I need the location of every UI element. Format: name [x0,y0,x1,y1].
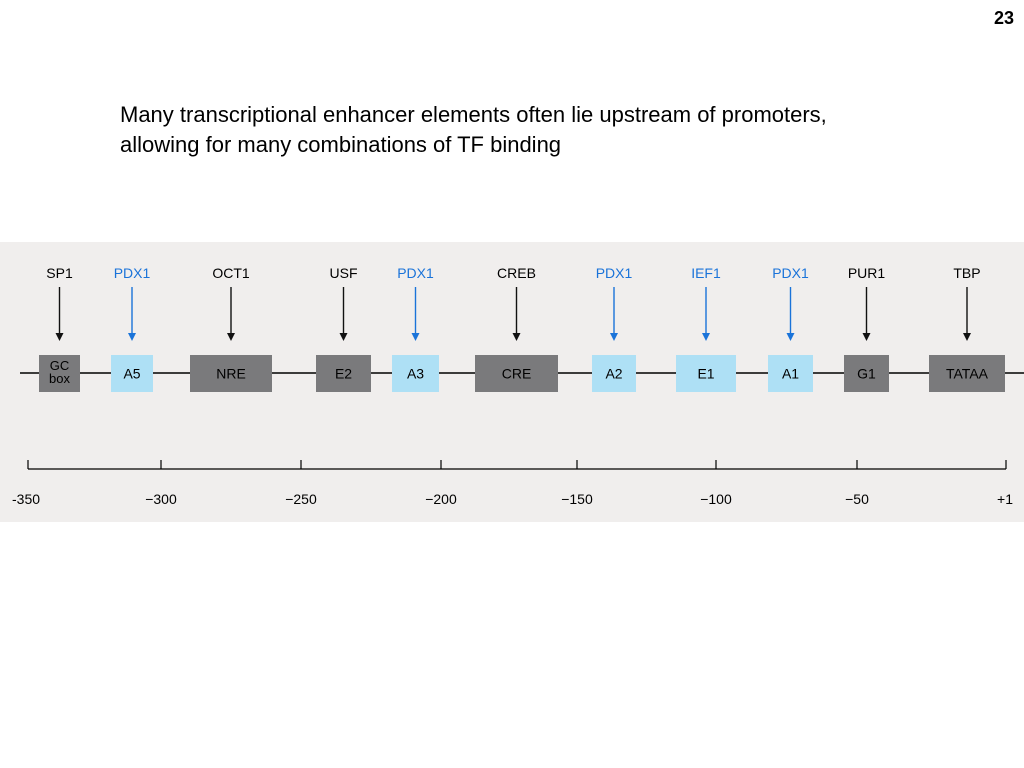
element-label: A1 [782,366,799,382]
factor-label: PDX1 [397,265,434,281]
factor-label: OCT1 [212,265,250,281]
slide-caption: Many transcriptional enhancer elements o… [120,100,970,160]
binding-site-5: CREB CRE [475,265,558,392]
element-label: A5 [123,366,140,382]
slide-number: 23 [993,8,1014,28]
factor-label: CREB [497,265,536,281]
binding-site-2: OCT1 NRE [190,265,272,392]
arrow-head [786,333,795,341]
scale-tick-label: +1 [997,491,1013,507]
arrow-head [610,333,618,341]
factor-label: TBP [953,265,980,281]
factor-label: PDX1 [114,265,151,281]
scale-tick-label: -350 [12,491,40,507]
element-label: E2 [335,366,352,382]
arrow-head [411,333,420,341]
arrow-head [702,333,710,341]
element-label: box [49,371,70,386]
factor-label: SP1 [46,265,73,281]
binding-site-9: PUR1 G1 [844,265,889,392]
binding-site-10: TBP TATAA [929,265,1005,392]
element-box [392,355,439,392]
binding-site-6: PDX1 A2 [592,265,636,392]
arrow-head [963,333,971,341]
element-label: E1 [697,366,714,382]
arrow-head [227,333,235,341]
arrow-head [55,333,64,341]
scale-tick-label: −250 [285,491,317,507]
element-box [592,355,636,392]
scale-tick-label: −150 [561,491,593,507]
element-label: G1 [857,366,876,382]
binding-site-3: USF E2 [316,265,371,392]
scale-tick-label: −300 [145,491,177,507]
factor-label: PDX1 [596,265,633,281]
factor-label: PUR1 [848,265,886,281]
scale-tick-label: −200 [425,491,457,507]
promoter-diagram: SP1 GC box PDX1 A5 OCT1 NRE USF E2 PDX1 A3 CREB CRE P… [0,242,1024,522]
element-box [39,355,80,392]
element-box [190,355,272,392]
binding-site-7: IEF1 E1 [676,265,736,392]
element-box [316,355,371,392]
arrow-head [339,333,348,341]
caption-line-2: allowing for many combinations of TF bin… [120,132,562,157]
scale-tick-label: −50 [845,491,869,507]
element-label: A3 [407,366,424,382]
binding-site-8: PDX1 A1 [768,265,813,392]
arrow-head [512,333,521,341]
element-label: A2 [605,366,622,382]
element-box [676,355,736,392]
factor-label: PDX1 [772,265,809,281]
caption-line-1: Many transcriptional enhancer elements o… [120,102,827,127]
factor-label: USF [330,265,358,281]
element-label: NRE [216,366,246,382]
binding-site-4: PDX1 A3 [392,265,439,392]
element-label: CRE [502,366,532,382]
element-label: TATAA [946,366,989,382]
arrow-head [862,333,871,341]
binding-site-1: PDX1 A5 [111,265,153,392]
factor-label: IEF1 [691,265,721,281]
element-box [844,355,889,392]
element-box [929,355,1005,392]
element-label: GC [50,358,70,373]
arrow-head [128,333,136,341]
element-box [111,355,153,392]
element-box [475,355,558,392]
scale-tick-label: −100 [700,491,732,507]
element-box [768,355,813,392]
